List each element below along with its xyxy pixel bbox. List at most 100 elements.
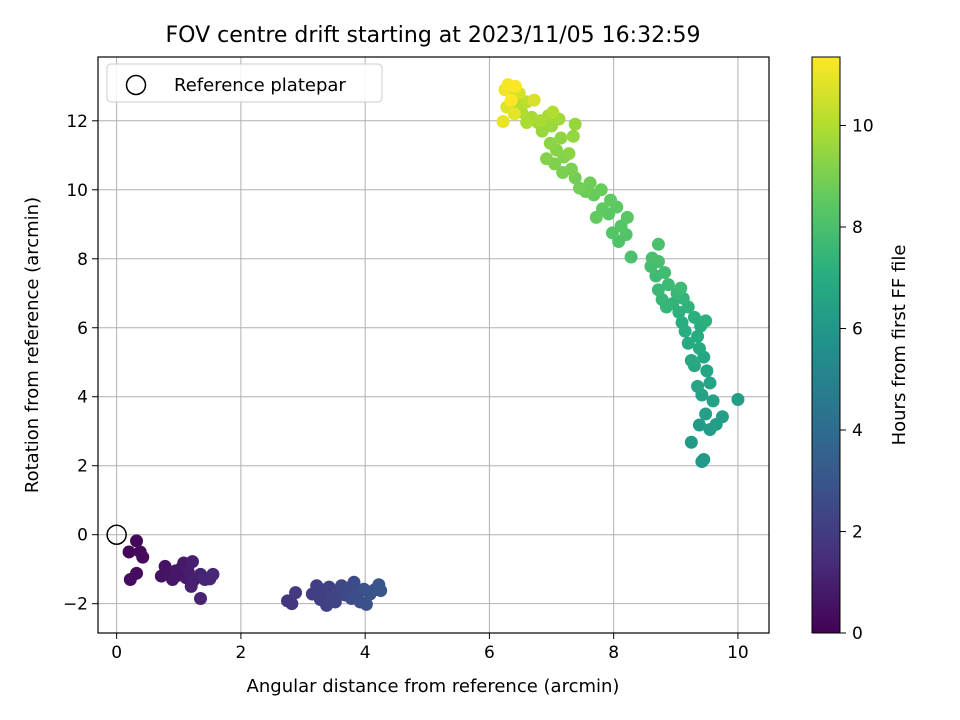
data-point [699,407,713,421]
data-point [651,283,665,297]
data-point [554,131,568,145]
y-tick-label: −2 [63,595,88,615]
colorbar-tick-label: 10 [852,117,874,137]
y-tick-label: 2 [77,457,88,477]
data-point [289,586,303,600]
x-tick-label: 4 [360,643,371,663]
data-point [130,534,144,548]
data-point [122,545,136,559]
data-points [122,78,745,612]
data-point [374,584,388,598]
data-point [206,567,220,581]
data-point [674,281,688,295]
plot-frame [97,56,770,634]
y-tick-label: 12 [66,112,88,132]
colorbar-ticks: 0 2 4 6 8 10 [840,117,874,644]
data-point [651,237,665,251]
data-point [715,410,729,424]
data-point [661,278,675,292]
data-point [731,392,745,406]
data-point [184,579,198,593]
colorbar: 0 2 4 6 8 10 Hours from first FF file [811,56,910,644]
data-point [604,193,618,207]
data-point [194,592,208,606]
data-point [496,114,510,128]
reference-marker [106,524,127,545]
data-point [322,580,336,594]
y-axis-label: Rotation from reference (arcmin) [22,197,43,493]
data-point [568,117,582,131]
data-point [620,210,634,224]
data-point [700,364,714,378]
x-tick-label: 6 [484,643,495,663]
data-point [136,550,150,564]
data-point [684,354,698,368]
colorbar-tick-label: 4 [852,421,863,441]
data-point [509,79,523,93]
colorbar-gradient [811,56,841,634]
x-tick-label: 0 [111,643,122,663]
grid-lines [98,57,769,633]
data-point [527,93,541,107]
data-point [566,129,580,143]
data-point [171,568,185,582]
legend-box [106,63,383,103]
data-point [520,116,534,130]
colorbar-tick-label: 2 [852,523,863,543]
colorbar-tick-label: 0 [852,624,863,644]
data-point [675,316,689,330]
data-point [706,394,720,408]
data-point [504,93,518,107]
data-point [692,418,706,432]
data-point [123,573,137,587]
y-tick-label: 0 [77,526,88,546]
data-point [594,183,608,197]
data-point [328,595,342,609]
y-tick-label: 8 [77,250,88,270]
y-tick-label: 4 [77,388,88,408]
data-point [562,147,576,161]
data-point [564,162,578,176]
data-point [699,314,713,328]
reference-platepar-marker [106,524,127,545]
y-axis-ticks: −2 0 2 4 6 8 10 12 [63,112,98,615]
data-point [546,105,560,119]
data-point [697,453,711,467]
colorbar-tick-label: 8 [852,218,863,238]
legend-reference-marker [125,74,147,96]
data-point [507,107,521,121]
data-point [285,597,299,611]
data-point [687,310,701,324]
data-point [684,435,698,449]
colorbar-tick-label: 6 [852,320,863,340]
x-tick-label: 8 [608,643,619,663]
data-point [645,251,659,265]
data-point [583,176,597,190]
legend-reference-label: Reference platepar [174,75,346,96]
data-point [692,341,706,355]
data-point [543,136,557,150]
data-point [185,555,199,569]
data-point [347,575,361,589]
data-point [573,181,587,195]
data-point [691,379,705,393]
data-point [703,376,717,390]
data-point [605,226,619,240]
data-point [533,114,547,128]
x-axis-ticks: 0 2 4 6 8 10 [111,633,749,663]
x-tick-label: 10 [727,643,749,663]
x-axis-label: Angular distance from reference (arcmin) [247,676,620,697]
data-point [589,210,603,224]
data-point [359,597,373,611]
data-point [624,250,638,264]
chart-title: FOV centre drift starting at 2023/11/05 … [166,23,701,48]
data-point [681,336,695,350]
legend: Reference platepar [106,63,383,103]
y-tick-label: 10 [66,181,88,201]
data-point [691,329,705,343]
colorbar-label: Hours from first FF file [889,245,910,446]
data-point [658,266,672,280]
data-point [540,152,554,166]
x-tick-label: 2 [235,643,246,663]
